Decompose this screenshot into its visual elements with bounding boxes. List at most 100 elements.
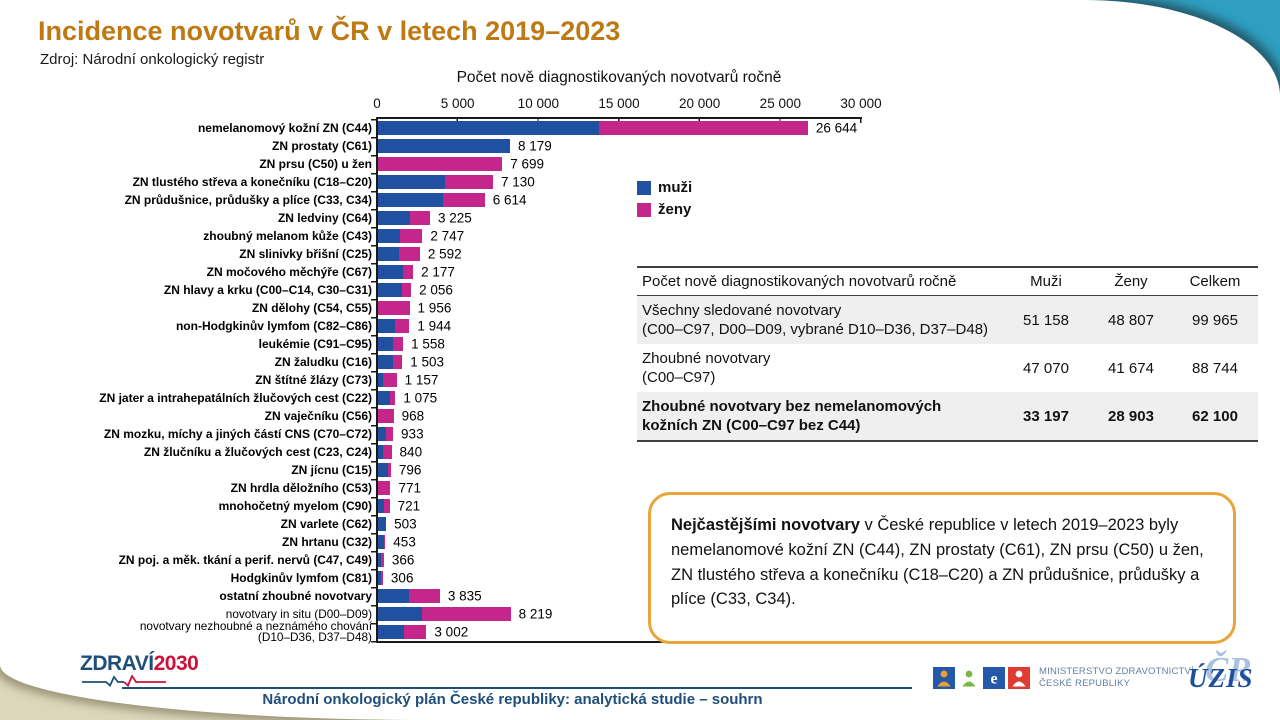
bar-label: novotvary in situ (D00–D09) xyxy=(225,606,372,621)
bar-row: non-Hodgkinův lymfom (C82–C86) 1 944 xyxy=(176,317,862,335)
table-cell-value: 28 903 xyxy=(1090,392,1172,442)
uzis-main-text: ÚZIS xyxy=(1188,663,1254,693)
bar-label: ZN močového měchýře (C67) xyxy=(206,264,372,279)
bar-row: ZN močového měchýře (C67) 2 177 xyxy=(207,263,862,281)
bar-segment-muzi xyxy=(378,319,395,333)
bar-label: ZN dělohy (C54, C55) xyxy=(251,300,372,315)
bar-segment-zeny xyxy=(421,607,511,621)
x-axis-tick-label: 10 000 xyxy=(517,96,559,111)
bar-segment-zeny xyxy=(402,283,412,297)
page-title: Incidence novotvarů v ČR v letech 2019–2… xyxy=(38,16,621,46)
bar-label: novotvary nezhoubné a neznámého chování(… xyxy=(139,619,372,644)
ministry-logo-tiles: e xyxy=(933,666,1030,689)
bar-label: ostatní zhoubné novotvary xyxy=(219,588,372,603)
bar-row: ZN hrtanu (C32) 453 xyxy=(282,533,862,551)
bar-segment-zeny xyxy=(383,445,392,459)
legend-swatch-icon xyxy=(637,202,651,217)
bar-label: ZN průdušnice, průdušky a plíce (C33, C3… xyxy=(124,192,372,207)
bar-value: 6 614 xyxy=(492,192,527,208)
bar-row: zhoubný melanom kůže (C43) 2 747 xyxy=(203,227,862,245)
highlight-bold-text: Nejčastějšími novotvary xyxy=(671,516,860,534)
table-header-celkem: Celkem xyxy=(1172,266,1258,296)
legend-label: ženy xyxy=(658,201,692,218)
bar-label: ZN ledviny (C64) xyxy=(277,210,372,225)
bar-segment-zeny xyxy=(382,373,397,387)
bar-row: leukémie (C91–C95) 1 558 xyxy=(259,335,862,353)
ministry-line1: MINISTERSTVO ZDRAVOTNICTVÍ xyxy=(1039,666,1194,677)
bar-row: ZN hrdla děložního (C53) 771 xyxy=(231,479,862,497)
x-axis-tick-label: 30 000 xyxy=(840,96,882,111)
heartbeat-icon xyxy=(82,675,166,687)
bar-segment-muzi xyxy=(378,355,393,369)
bar-value: 721 xyxy=(397,498,421,514)
table-header-zeny: Ženy xyxy=(1090,266,1172,296)
table-cell-value: 48 807 xyxy=(1108,311,1154,329)
source-note: Zdroj: Národní onkologický registr xyxy=(40,51,265,68)
bar-segment-muzi xyxy=(378,373,383,387)
bar-segment-zeny xyxy=(398,247,420,261)
bar-label: non-Hodgkinův lymfom (C82–C86) xyxy=(175,318,372,333)
ministry-tile-person-orange-icon xyxy=(933,666,955,689)
y-axis-line xyxy=(376,117,378,643)
bar-segment-muzi xyxy=(378,625,404,639)
bar-segment-zeny xyxy=(381,553,384,567)
bar-value: 503 xyxy=(394,516,417,532)
bar-value: 306 xyxy=(390,570,414,586)
bar-row: ZN průdušnice, průdušky a plíce (C33, C3… xyxy=(125,191,862,209)
bar-value: 796 xyxy=(398,462,422,478)
y-axis-ticks xyxy=(371,119,376,643)
bar-segment-muzi xyxy=(378,445,384,459)
bar-label: ZN hlavy a krku (C00–C14, C30–C31) xyxy=(163,282,372,297)
bar-segment-zeny xyxy=(378,157,503,171)
bar-label: ZN vaječníku (C56) xyxy=(264,408,372,423)
bar-value: 366 xyxy=(391,552,415,568)
highlight-box: Nejčastějšími novotvary v České republic… xyxy=(648,492,1236,644)
table-cell-label: Zhoubné novotvary (C00–C97) xyxy=(642,350,771,386)
x-axis-bottom-line xyxy=(376,641,862,643)
summary-table-body: Všechny sledované novotvary (C00–C97, D00… xyxy=(637,295,1258,442)
bar-segment-muzi xyxy=(378,265,404,279)
bar-segment-zeny xyxy=(444,175,494,189)
bar-row: ZN žaludku (C16) 1 503 xyxy=(275,353,862,371)
bar-segment-zeny xyxy=(384,499,390,513)
bar-value: 26 644 xyxy=(815,120,858,136)
bar-segment-muzi xyxy=(378,247,399,261)
ministry-line2: ČESKÉ REPUBLIKY xyxy=(1039,677,1131,689)
x-axis-line xyxy=(376,117,862,119)
table-cell-label: Zhoubné novotvary bez nemelanomových kožn… xyxy=(637,392,1002,442)
bar-row: ZN štítné žlázy (C73) 1 157 xyxy=(255,371,862,389)
bar-row: ZN mozku, míchy a jiných částí CNS (C70–… xyxy=(104,425,862,443)
bar-value: 7 699 xyxy=(510,156,544,172)
bar-value: 8 219 xyxy=(518,606,553,622)
x-axis-tick-label: 5 000 xyxy=(440,96,475,111)
bar-segment-muzi xyxy=(378,535,385,549)
bar-segment-muzi xyxy=(378,553,382,567)
bar-value: 771 xyxy=(398,480,421,496)
bar-segment-muzi xyxy=(378,193,443,207)
bar-segment-zeny xyxy=(378,301,410,315)
bar-segment-zeny xyxy=(442,193,485,207)
bar-row: novotvary in situ (D00–D09) 8 219 xyxy=(226,605,862,623)
bar-value: 968 xyxy=(401,408,425,424)
bar-label: ZN hrtanu (C32) xyxy=(282,534,372,549)
bar-row: ZN jater a intrahepatálních žlučových ce… xyxy=(99,389,862,407)
bar-row: ZN žlučníku a žlučových cest (C23, C24) 8… xyxy=(144,443,862,461)
legend-item: muži xyxy=(637,179,692,196)
table-cell-value: 51 158 xyxy=(1023,311,1069,329)
bar-segment-zeny xyxy=(410,211,431,225)
bar-value: 1 075 xyxy=(403,390,438,406)
x-axis-ticks xyxy=(376,118,862,123)
ministry-tile-person-red-icon xyxy=(1008,666,1030,689)
bar-row: ZN poj. a měk. tkání a perif. nervů (C47… xyxy=(119,551,862,569)
table-cell-value: 88 744 xyxy=(1192,359,1238,377)
bar-row: ZN prsu (C50) u žen 7 699 xyxy=(259,155,862,173)
uzis-cr-text: ČR xyxy=(1205,650,1252,689)
bar-segment-muzi xyxy=(378,391,390,405)
bar-segment-zeny xyxy=(378,409,394,423)
table-header-muzi: Muži xyxy=(1002,266,1090,296)
bar-value: 2 747 xyxy=(430,228,465,244)
ministry-tile-letter-icon: e xyxy=(983,666,1005,689)
bar-value: 453 xyxy=(393,534,416,550)
bar-value: 2 177 xyxy=(421,264,455,280)
bar-rows: nemelanomový kožní ZN (C44) 26 644 ZN pros… xyxy=(99,119,862,643)
